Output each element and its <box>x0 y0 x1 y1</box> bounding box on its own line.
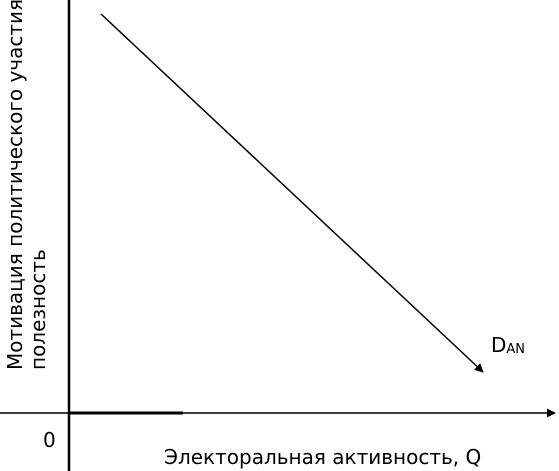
origin-label: 0 <box>43 428 56 452</box>
y-axis-label-line1: Мотивация политического участия <box>3 0 27 370</box>
demand-curve-label-sub: AN <box>506 342 525 357</box>
demand-curve-line <box>100 13 484 373</box>
demand-curve-label: DAN <box>491 333 525 357</box>
x-axis-label: Электоральная активность, Q <box>164 445 481 469</box>
demand-curve-label-main: D <box>491 333 506 357</box>
y-axis-label-line2: полезность <box>26 249 50 370</box>
